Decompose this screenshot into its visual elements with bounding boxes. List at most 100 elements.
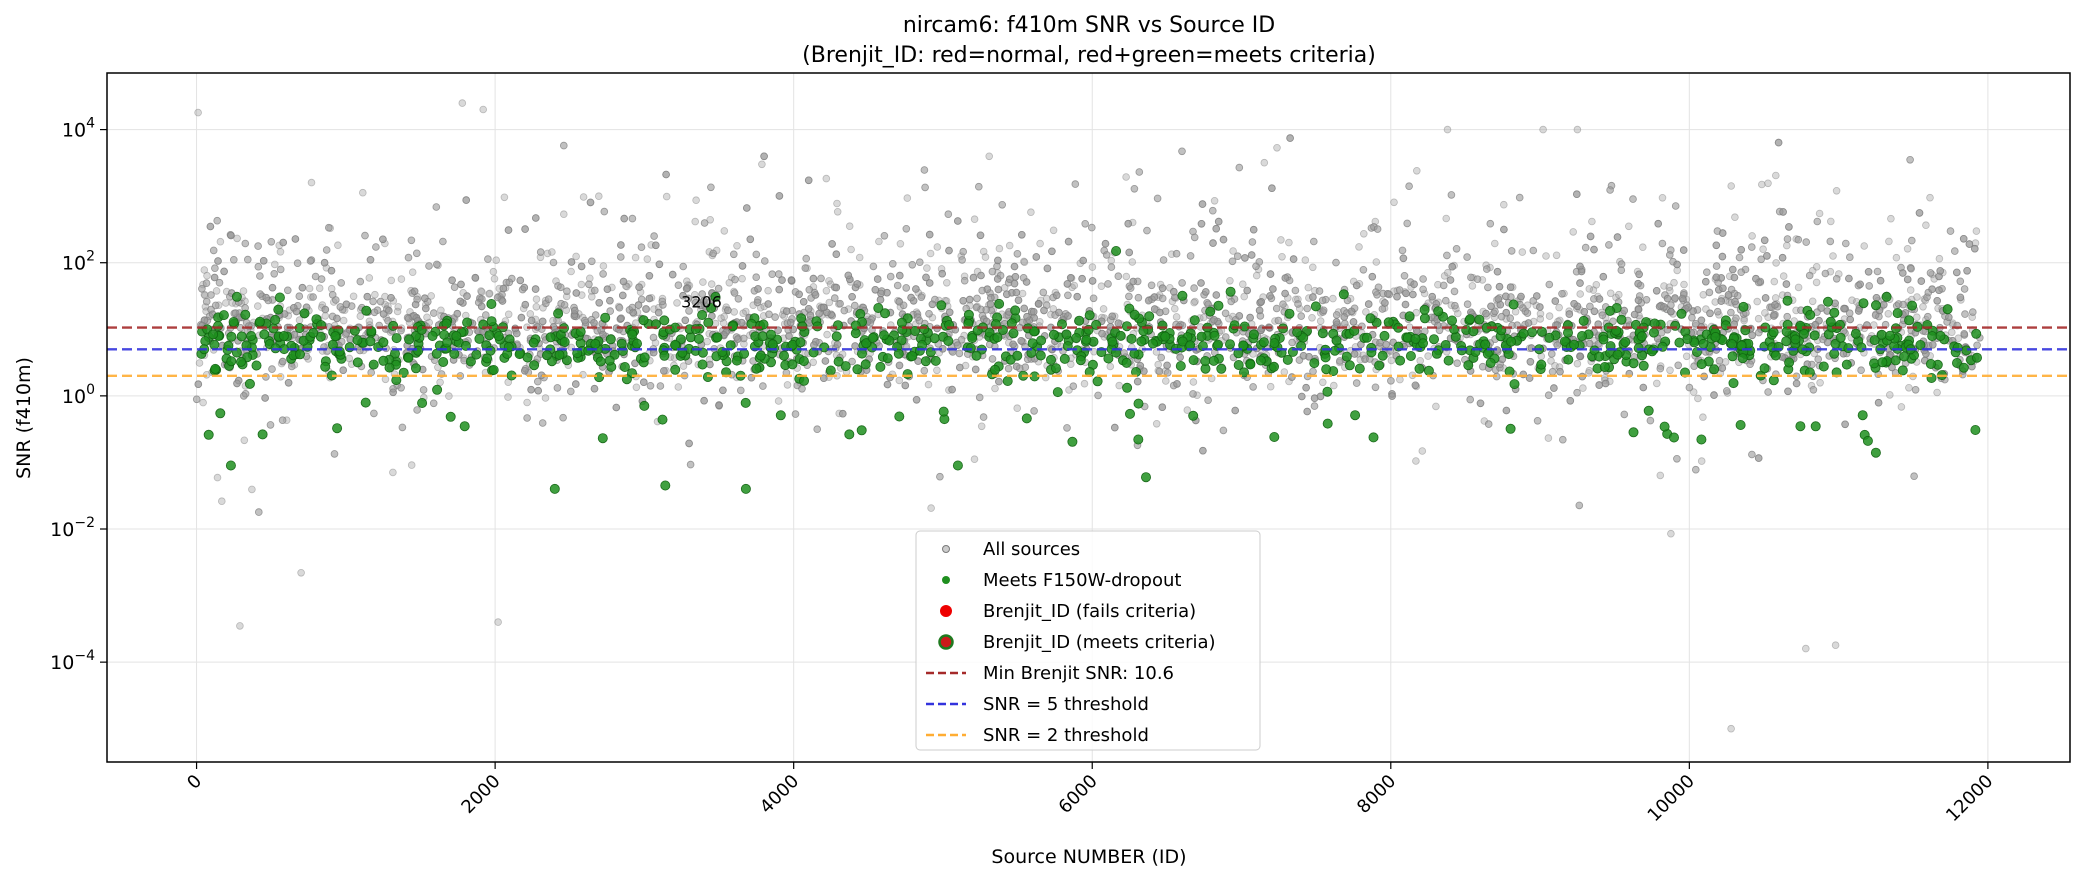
- all-source-point-4848: [1125, 248, 1133, 257]
- all-source-point-4582: [649, 333, 658, 342]
- all-source-point-4731: [1303, 407, 1311, 416]
- all-source-point-45: [673, 299, 681, 307]
- all-source-point-4879: [1009, 340, 1017, 349]
- all-source-point-511: [1721, 358, 1730, 366]
- all-source-point-821: [321, 312, 330, 320]
- all-source-point-648: [393, 307, 402, 316]
- all-source-point-54: [918, 291, 926, 300]
- all-source-point-6: [1928, 270, 1936, 279]
- all-source-point-1022: [725, 278, 734, 287]
- all-source-point-499: [717, 314, 725, 323]
- all-source-point-43: [1659, 304, 1668, 312]
- all-source-point-99: [937, 265, 946, 273]
- all-source-point-340: [578, 313, 587, 322]
- all-source-point-515: [327, 284, 336, 293]
- all-source-point-903: [1926, 193, 1934, 202]
- all-source-point-896: [684, 281, 692, 289]
- all-source-point-4326: [615, 303, 624, 312]
- all-source-point-4895: [1565, 310, 1574, 318]
- all-source-point-3940: [1529, 246, 1538, 255]
- all-source-point-4532: [1249, 383, 1257, 391]
- all-source-point-4184: [791, 410, 800, 418]
- all-source-point-3780: [1548, 350, 1556, 358]
- all-source-point-449: [1154, 366, 1163, 375]
- all-source-point-738: [501, 284, 510, 292]
- all-source-point-559: [201, 302, 210, 311]
- all-source-point-3810: [1279, 300, 1287, 309]
- all-source-point-4809: [700, 396, 708, 405]
- all-source-point-585: [1711, 298, 1719, 306]
- all-source-point-3903: [893, 281, 902, 290]
- all-source-point-4971: [1133, 377, 1142, 386]
- all-source-point-426: [1277, 236, 1285, 244]
- all-source-point-4368: [1153, 194, 1162, 203]
- all-source-point-356: [844, 305, 853, 313]
- all-source-point-3937: [337, 279, 346, 287]
- all-source-point-4482: [1523, 309, 1532, 317]
- all-source-point-4273: [944, 210, 953, 219]
- all-source-point-4814: [1493, 267, 1502, 276]
- all-source-point-4874: [279, 238, 288, 247]
- all-source-point-467: [284, 311, 293, 320]
- all-source-point-3701: [813, 425, 821, 434]
- all-source-point-967: [822, 286, 831, 295]
- all-source-point-4623: [1310, 237, 1318, 246]
- all-source-point-440: [1740, 314, 1748, 323]
- all-source-point-734: [1316, 309, 1325, 317]
- all-source-point-4474: [921, 183, 929, 192]
- all-source-point-86: [203, 271, 211, 280]
- all-source-point-3993: [616, 253, 625, 261]
- all-source-point-786: [699, 278, 707, 286]
- all-source-point-4975: [1066, 273, 1075, 282]
- all-source-point-4627: [1235, 163, 1244, 172]
- all-source-point-4478: [1783, 312, 1791, 321]
- all-source-point-229: [1162, 377, 1170, 385]
- all-source-point-814: [306, 293, 315, 301]
- all-source-point-4699: [955, 349, 964, 358]
- all-source-point-3825: [1748, 243, 1756, 251]
- all-source-point-349: [1329, 294, 1337, 303]
- all-source-point-4829: [778, 276, 786, 284]
- all-source-point-4761: [660, 367, 668, 375]
- all-source-point-538: [495, 292, 503, 301]
- all-source-point-3749: [202, 279, 211, 288]
- all-source-point-845: [970, 455, 979, 464]
- all-source-point-3841: [1332, 258, 1340, 267]
- all-source-point-941: [1919, 302, 1927, 311]
- all-source-point-498: [1897, 403, 1906, 411]
- all-source-point-4938: [1309, 293, 1317, 301]
- all-source-point-139: [730, 308, 738, 316]
- all-source-point-831: [1495, 293, 1504, 302]
- all-source-point-566: [933, 243, 942, 251]
- all-source-point-4734: [833, 340, 842, 349]
- all-source-point-4210: [1544, 391, 1553, 400]
- all-source-point-4629: [1104, 280, 1112, 288]
- all-source-point-353: [1266, 382, 1275, 391]
- all-source-point-4888: [1724, 291, 1733, 299]
- all-source-point-773: [991, 384, 999, 393]
- all-source-point-957: [489, 267, 498, 276]
- all-source-point-4183: [1248, 238, 1257, 246]
- all-source-point-480: [1727, 182, 1735, 190]
- all-source-point-332: [1106, 362, 1115, 371]
- all-source-point-3812: [709, 249, 717, 258]
- all-source-point-3726: [1723, 387, 1731, 395]
- all-source-point-849: [1362, 308, 1370, 316]
- all-source-point-834: [1758, 180, 1766, 189]
- all-source-point-1044: [733, 242, 741, 250]
- all-source-point-121: [1493, 301, 1501, 309]
- all-source-point-1051: [305, 284, 314, 293]
- all-source-point-4789: [320, 258, 329, 267]
- all-source-point-246: [624, 280, 633, 288]
- all-source-point-583: [407, 286, 415, 295]
- all-source-point-67: [926, 249, 935, 258]
- all-source-point-4163: [1873, 267, 1882, 276]
- all-source-point-724: [599, 262, 608, 270]
- all-source-point-448: [1005, 241, 1014, 250]
- all-source-point-337: [662, 366, 670, 375]
- all-source-point-4414: [376, 297, 385, 306]
- all-source-point-3859: [1658, 239, 1667, 248]
- all-source-point-143: [275, 241, 284, 250]
- all-source-point-4503: [1821, 269, 1830, 278]
- all-source-point-411: [779, 306, 788, 315]
